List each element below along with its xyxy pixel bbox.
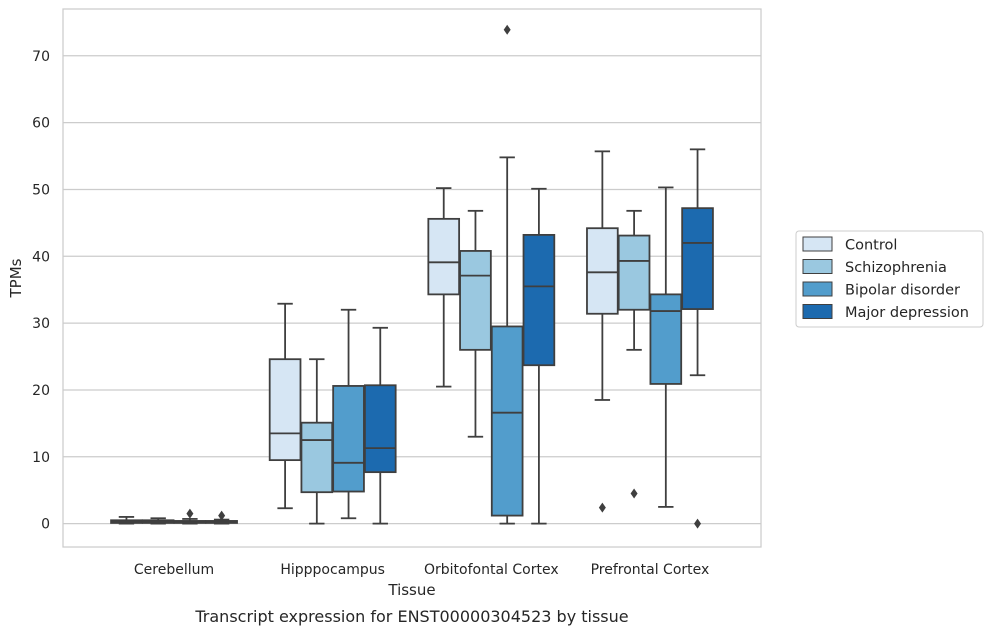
y-tick-label: 0 — [41, 517, 50, 533]
x-axis-title: Tissue — [387, 581, 435, 599]
box-0-2 — [173, 508, 207, 525]
x-tick-label: Cerebellum — [134, 562, 214, 578]
box-body — [268, 358, 302, 462]
outlier-point — [630, 488, 638, 499]
legend-swatch — [802, 304, 833, 319]
x-tick-label: Orbitofontal Cortex — [424, 562, 559, 578]
box-body — [681, 207, 714, 310]
y-tick-label: 70 — [32, 49, 50, 65]
legend-label: Major depression — [845, 305, 969, 321]
box-2-0 — [427, 187, 461, 388]
x-tick-labels: Cerebellum Hipppocampus Orbitofontal Corte… — [134, 562, 709, 578]
box-1-1 — [300, 358, 334, 525]
legend-swatch — [802, 236, 833, 252]
y-tick-label: 50 — [32, 182, 50, 198]
box-0-1 — [141, 517, 175, 525]
box-body — [363, 384, 397, 474]
legend-label: Control — [845, 238, 897, 254]
box-body — [427, 217, 461, 296]
box-2-2 — [490, 24, 524, 525]
box-body — [649, 293, 683, 385]
box-body — [300, 421, 334, 494]
legend-label: Bipolar disorder — [845, 283, 960, 299]
y-tick-label: 60 — [32, 116, 50, 132]
boxes — [110, 24, 714, 529]
y-tick-label: 20 — [32, 383, 50, 399]
y-tick-labels: 0 10 20 30 40 50 60 70 — [32, 49, 50, 533]
plot-frame — [62, 8, 762, 548]
box-0-0 — [110, 516, 143, 525]
box-1-0 — [268, 302, 302, 510]
legend-label: Schizophrenia — [845, 260, 947, 276]
y-axis-title: TPMs — [7, 258, 25, 298]
outlier-point — [503, 24, 511, 35]
box-body — [490, 325, 524, 517]
box-3-0 — [586, 150, 619, 513]
grid-lines — [63, 55, 761, 525]
box-body — [522, 233, 556, 367]
outlier-point — [186, 508, 194, 519]
box-3-2 — [649, 186, 683, 508]
y-tick-label: 40 — [32, 249, 50, 265]
box-2-3 — [522, 187, 556, 525]
box-3-3 — [681, 148, 714, 529]
box-1-3 — [363, 326, 397, 525]
box-1-2 — [332, 308, 365, 520]
legend-swatch — [802, 259, 833, 274]
y-tick-label: 30 — [32, 316, 50, 332]
box-0-3 — [205, 510, 238, 525]
box-body — [586, 227, 619, 315]
box-body — [332, 385, 365, 493]
box-body — [459, 250, 492, 351]
chart-caption: Transcript expression for ENST0000030452… — [194, 607, 628, 626]
outlier-point — [218, 510, 226, 521]
legend-frame — [795, 230, 984, 328]
x-tick-label: Hipppocampus — [280, 562, 385, 578]
x-tick-label: Prefrontal Cortex — [591, 562, 710, 578]
y-tick-label: 10 — [32, 450, 50, 466]
legend-swatch — [802, 281, 833, 297]
outlier-point — [694, 518, 702, 529]
box-2-1 — [459, 209, 492, 438]
box-3-1 — [617, 209, 651, 499]
outlier-point — [598, 502, 606, 513]
box-body — [617, 234, 651, 311]
legend: Control Schizophrenia Bipolar disorder Majo… — [795, 230, 984, 328]
plot-background — [63, 9, 761, 547]
